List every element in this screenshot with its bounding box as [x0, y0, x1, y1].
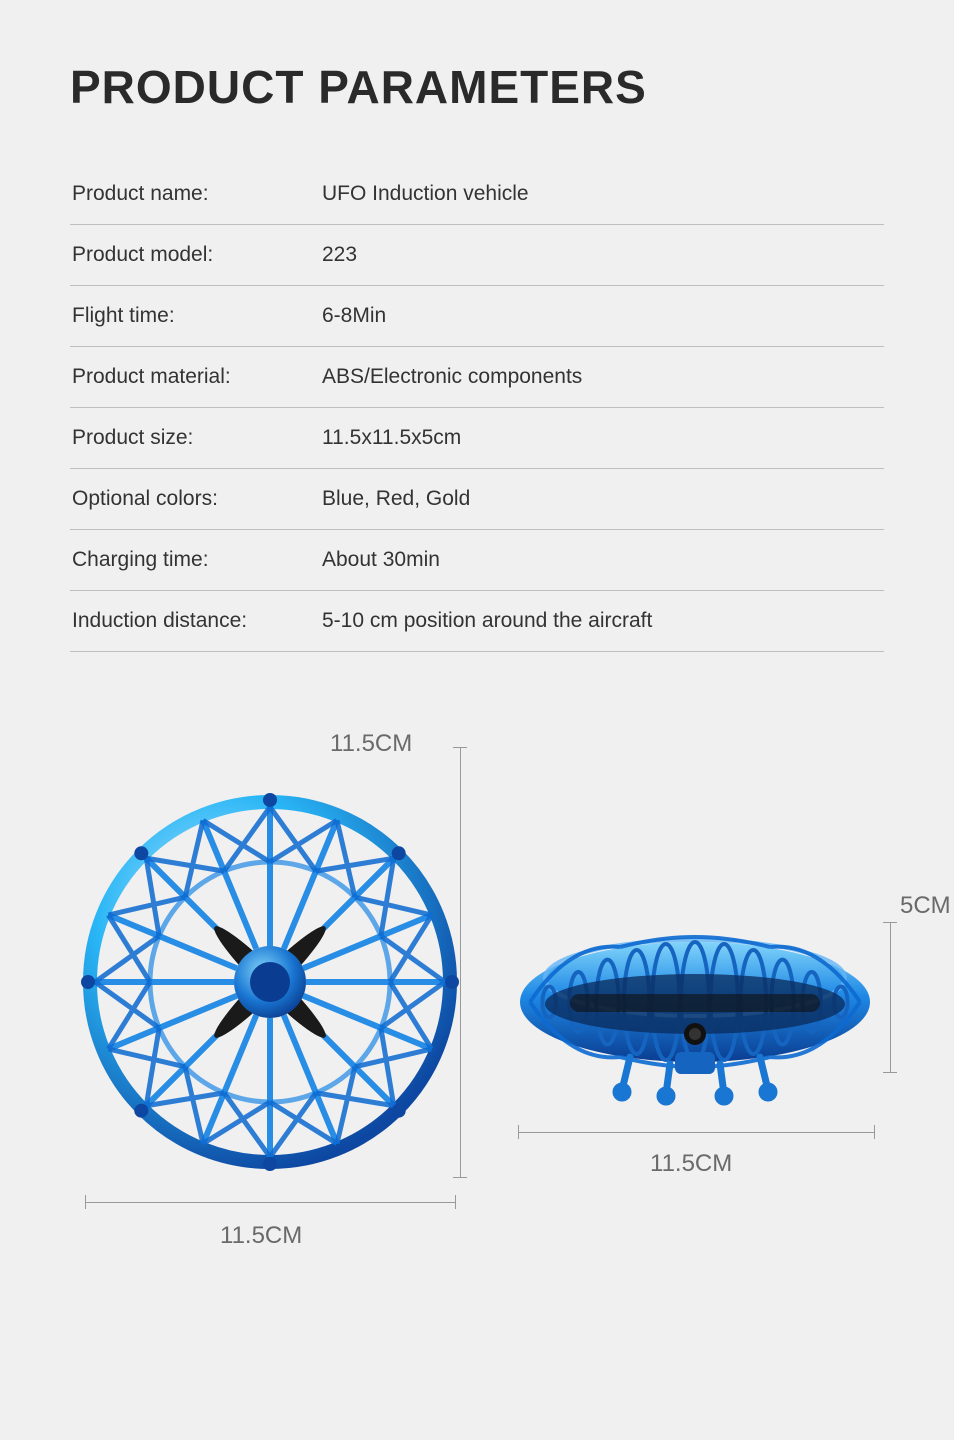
spec-row: Product name:UFO Induction vehicle — [70, 164, 884, 225]
spec-label: Product name: — [70, 164, 320, 225]
spec-row: Product material:ABS/Electronic componen… — [70, 347, 884, 408]
spec-value: Blue, Red, Gold — [320, 469, 884, 530]
spec-row: Induction distance:5-10 cm position arou… — [70, 591, 884, 652]
spec-row: Optional colors:Blue, Red, Gold — [70, 469, 884, 530]
spec-label: Product material: — [70, 347, 320, 408]
spec-table: Product name:UFO Induction vehicleProduc… — [70, 164, 884, 652]
ufo-top-svg — [80, 782, 460, 1182]
dim-side-width: 11.5CM — [650, 1150, 732, 1178]
spec-value: ABS/Electronic components — [320, 347, 884, 408]
spec-value: 5-10 cm position around the aircraft — [320, 591, 884, 652]
spec-label: Induction distance: — [70, 591, 320, 652]
spec-value: About 30min — [320, 530, 884, 591]
spec-value: UFO Induction vehicle — [320, 164, 884, 225]
spec-row: Product model:223 — [70, 225, 884, 286]
dim-top-width: 11.5CM — [330, 730, 412, 758]
spec-row: Charging time:About 30min — [70, 530, 884, 591]
spec-label: Optional colors: — [70, 469, 320, 530]
spec-label: Product size: — [70, 408, 320, 469]
spec-value: 223 — [320, 225, 884, 286]
dim-side-height: 5CM — [900, 892, 951, 920]
spec-label: Product model: — [70, 225, 320, 286]
spec-label: Flight time: — [70, 286, 320, 347]
diagram-area: 11.5CM — [70, 722, 884, 1342]
drone-side-view: 5CM — [510, 922, 880, 1117]
spec-label: Charging time: — [70, 530, 320, 591]
ufo-side-svg — [510, 922, 880, 1112]
spec-value: 6-8Min — [320, 286, 884, 347]
spec-row: Flight time:6-8Min — [70, 286, 884, 347]
page-title: PRODUCT PARAMETERS — [70, 60, 884, 114]
drone-top-view: 11.5CM — [80, 782, 460, 1187]
spec-value: 11.5x11.5x5cm — [320, 408, 884, 469]
spec-row: Product size:11.5x11.5x5cm — [70, 408, 884, 469]
dim-top-height: 11.5CM — [220, 1222, 302, 1250]
